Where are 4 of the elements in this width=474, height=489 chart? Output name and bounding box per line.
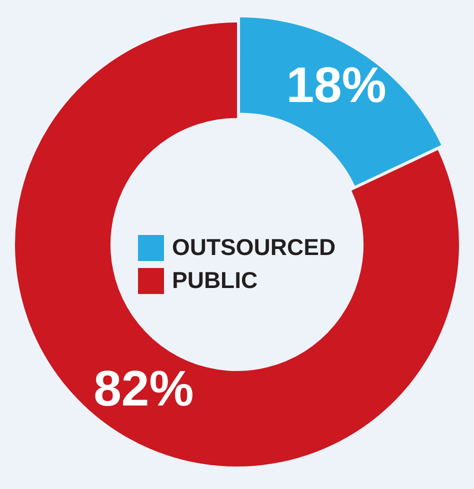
legend-label: OUTSOURCED: [172, 234, 336, 261]
data-label: 82%: [94, 360, 194, 416]
data-label: 18%: [286, 56, 386, 113]
legend-label: PUBLIC: [172, 267, 258, 294]
